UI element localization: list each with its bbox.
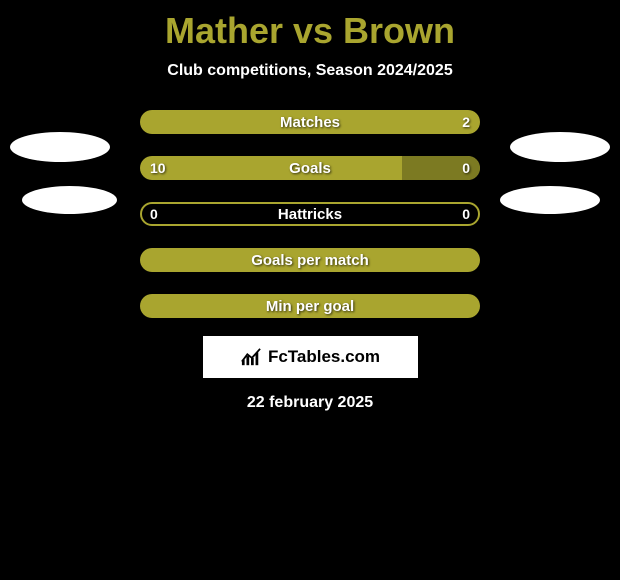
stat-value-right: 0 bbox=[462, 160, 470, 176]
avatar-left-top bbox=[10, 132, 110, 162]
stat-row: Goals per match bbox=[140, 248, 480, 272]
stat-value-right: 2 bbox=[462, 114, 470, 130]
stat-value-left: 0 bbox=[150, 206, 158, 222]
avatar-right-top bbox=[510, 132, 610, 162]
stat-bar bbox=[140, 156, 480, 180]
stat-row: Goals100 bbox=[140, 156, 480, 180]
brand-badge: FcTables.com bbox=[203, 336, 418, 378]
avatar-right-bottom bbox=[500, 186, 600, 214]
stat-row: Min per goal bbox=[140, 294, 480, 318]
avatar-left-bottom bbox=[22, 186, 117, 214]
page-subtitle: Club competitions, Season 2024/2025 bbox=[0, 62, 620, 80]
stat-bar bbox=[140, 202, 480, 226]
snapshot-date: 22 february 2025 bbox=[0, 394, 620, 412]
stat-row: Hattricks00 bbox=[140, 202, 480, 226]
stat-value-right: 0 bbox=[462, 206, 470, 222]
bar-chart-icon bbox=[240, 347, 262, 367]
stat-bar bbox=[140, 110, 480, 134]
stat-value-left: 10 bbox=[150, 160, 166, 176]
stat-bar bbox=[140, 294, 480, 318]
stat-bar bbox=[140, 248, 480, 272]
brand-text: FcTables.com bbox=[268, 347, 380, 367]
stat-row: Matches2 bbox=[140, 110, 480, 134]
page-title: Mather vs Brown bbox=[0, 10, 620, 52]
